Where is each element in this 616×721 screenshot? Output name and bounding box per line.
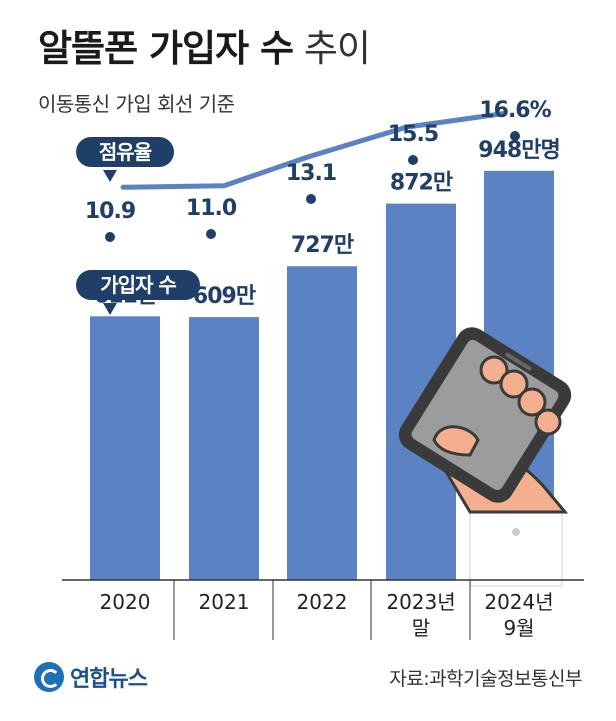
yonhap-logo: 연합뉴스 (34, 661, 148, 693)
bar-value-label: 948만명 (478, 138, 559, 163)
finger (499, 369, 529, 399)
phone-hand-illustration (398, 327, 572, 587)
x-axis-labels: 2020 2021 2022 2023년 말 2024년 9월 (100, 590, 554, 640)
x-tick-label: 2024년 9월 (484, 590, 553, 640)
chart-subtitle: 이동통신 가입 회선 기준 (38, 92, 235, 116)
subscribers-label-arrow (103, 303, 117, 315)
yonhap-logo-text: 연합뉴스 (70, 667, 148, 692)
share-point (510, 131, 520, 141)
share-line (120, 111, 507, 190)
yonhap-logo-icon (34, 662, 64, 692)
x-tick-label: 2021 (199, 590, 250, 614)
share-point (408, 155, 418, 165)
x-axis-ticks (173, 580, 471, 640)
finger (479, 355, 509, 385)
share-value-label: 15.5 (388, 122, 438, 147)
share-line-series: 10.9 11.0 13.1 15.5 16.6% (85, 98, 553, 242)
bar (287, 266, 357, 580)
share-point (306, 194, 316, 204)
x-tick-label: 2022 (297, 590, 348, 614)
source-note: 자료:과학기술정보통신부 (389, 668, 582, 690)
share-value-label: 10.9 (85, 199, 135, 224)
bar-value-label: 872만 (390, 171, 453, 196)
share-point (105, 232, 115, 242)
share-point (206, 229, 216, 239)
bar (189, 317, 259, 580)
share-value-label: 16.6% (479, 98, 551, 123)
finger (517, 387, 547, 417)
share-value-label: 13.1 (286, 161, 336, 186)
share-label-pill: 점유율 (76, 137, 174, 167)
share-value-label: 11.0 (186, 196, 237, 221)
phone-speaker (505, 352, 532, 371)
bar (90, 316, 160, 580)
title-main: 알뜰폰 가입자 수 (38, 27, 294, 70)
subscribers-label-pill: 가입자 수 (76, 270, 200, 300)
bar-value-label: 609만 (193, 284, 256, 309)
x-tick-label: 2020 (100, 590, 151, 614)
sleeve (469, 511, 563, 587)
finger (534, 408, 562, 436)
share-label-arrow (103, 170, 117, 182)
chart-title: 알뜰폰 가입자 수 추이 (38, 18, 371, 72)
sleeve-button (512, 528, 520, 536)
title-suffix: 추이 (303, 27, 371, 70)
bar-value-label: 727만 (291, 233, 354, 258)
thumb (432, 425, 480, 457)
x-tick-label: 2023년 말 (386, 590, 455, 640)
